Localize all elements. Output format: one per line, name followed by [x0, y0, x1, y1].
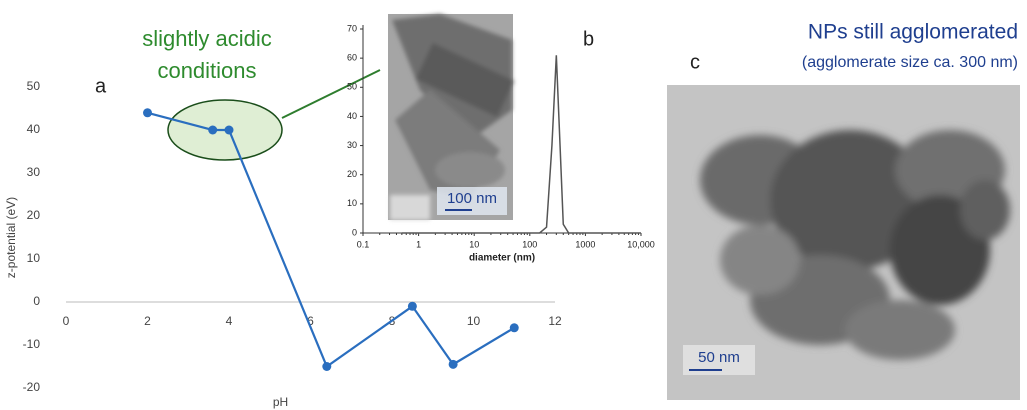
data-point — [208, 126, 217, 135]
page: {"chart_data": [ {"type": "line", "label… — [0, 0, 1027, 410]
panel-label: a — [95, 75, 107, 97]
y-tick-label: 60 — [347, 53, 357, 63]
data-point — [143, 108, 152, 117]
x-tick-label: 10 — [469, 239, 479, 249]
y-tick-label: 30 — [27, 165, 41, 179]
x-axis-label: pH — [273, 395, 288, 409]
y-tick-label: 20 — [27, 208, 41, 222]
scale-bar-label: 100 nm — [447, 190, 497, 207]
panel-title: NPs still agglomerated — [808, 21, 1018, 44]
x-tick-label: 12 — [548, 314, 562, 328]
y-tick-label: -10 — [23, 337, 41, 351]
data-point — [408, 302, 417, 311]
connector — [282, 70, 380, 118]
y-tick-label: 10 — [347, 198, 357, 208]
y-tick-label: 40 — [347, 111, 357, 121]
y-tick-label: 30 — [347, 140, 357, 150]
y-tick-label: 20 — [347, 169, 357, 179]
data-point — [322, 362, 331, 371]
figure: 100 nm 50 nm c NPs still agglomerated (a… — [0, 0, 1027, 410]
y-tick-label: 50 — [27, 79, 41, 93]
x-tick-label: 10 — [467, 314, 481, 328]
data-point — [449, 360, 458, 369]
scale-bar-label: 50 nm — [698, 349, 740, 366]
x-tick-label: 10,000 — [627, 239, 655, 249]
x-axis-label: diameter (nm) — [469, 253, 535, 264]
x-tick-label: 100 — [522, 239, 537, 249]
x-tick-label: 1000 — [575, 239, 595, 249]
y-tick-label: -20 — [23, 380, 41, 394]
annotation: conditions — [157, 58, 256, 83]
x-tick-label: 4 — [226, 314, 233, 328]
y-tick-label: 10 — [27, 251, 41, 265]
y-tick-label: 70 — [347, 23, 357, 33]
annotation: slightly acidic — [142, 26, 272, 51]
x-tick-label: 1 — [416, 239, 421, 249]
y-tick-label: 0 — [33, 294, 40, 308]
y-tick-label: 50 — [347, 82, 357, 92]
x-tick-label: 0.1 — [357, 239, 370, 249]
x-tick-label: 0 — [63, 314, 70, 328]
y-axis-label: z-potential (eV) — [4, 197, 18, 278]
data-point — [510, 323, 519, 332]
data-point — [225, 126, 234, 135]
x-tick-label: 2 — [144, 314, 151, 328]
panel-subtitle: (agglomerate size ca. 300 nm) — [802, 54, 1018, 71]
y-tick-label: 40 — [27, 122, 41, 136]
y-tick-label: 0 — [352, 227, 357, 237]
panel-label: c — [690, 51, 700, 73]
panel-label: b — [583, 28, 594, 50]
